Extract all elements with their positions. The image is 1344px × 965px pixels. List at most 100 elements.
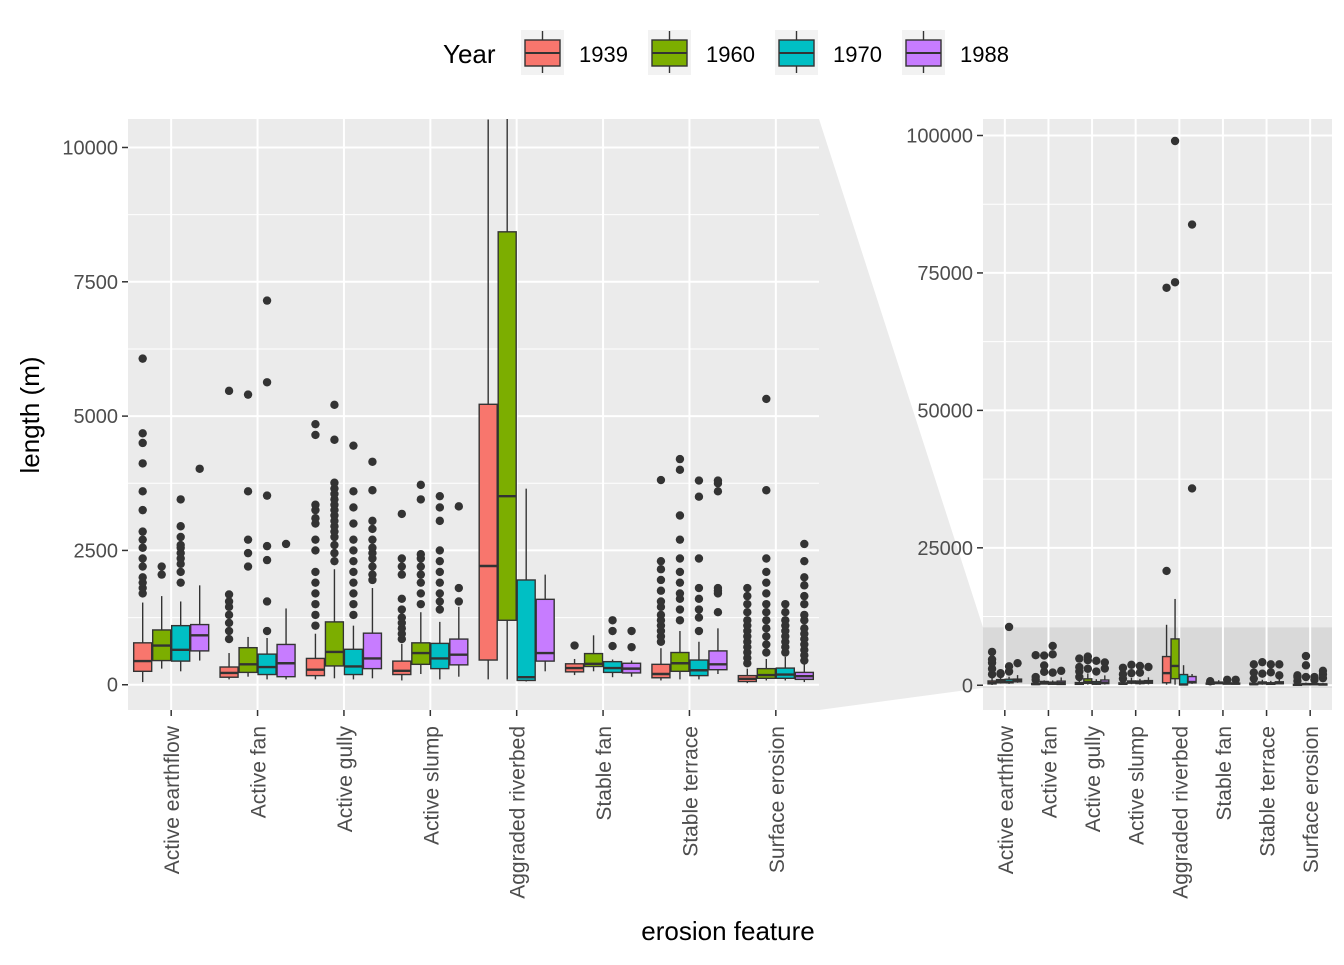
box-outlier-point <box>243 535 253 544</box>
legend-item-1939: 1939 <box>521 30 628 75</box>
full-box-surface-erosion-1960 <box>1301 651 1311 686</box>
box-iqr <box>132 642 153 673</box>
y-axis-title: length (m) <box>15 356 45 473</box>
box-outlier-point <box>311 578 320 587</box>
box-outlier-point <box>675 567 685 577</box>
box-outlier-point <box>1004 622 1014 632</box>
box-iqr <box>362 632 383 670</box>
box-outlier-point <box>1083 664 1093 673</box>
box-outlier-point <box>138 438 147 448</box>
box-outlier-point <box>454 597 464 606</box>
box-outlier-point <box>454 583 464 593</box>
box-outlier-point <box>435 503 445 512</box>
box-outlier-point <box>397 613 407 622</box>
full-y-tick-label: 100000 <box>906 125 973 147</box>
box-outlier-point <box>1075 654 1084 663</box>
box-outlier-point <box>675 578 685 587</box>
box-outlier-point <box>762 632 771 641</box>
box-outlier-point <box>157 562 166 571</box>
zoomed-box-stable-fan-1970 <box>602 616 623 678</box>
box-outlier-point <box>1187 484 1197 493</box>
box-outlier-point <box>656 610 666 620</box>
box-outlier-point <box>368 486 377 495</box>
box-outlier-point <box>1048 668 1057 677</box>
zoomed-box-surface-erosion-1939 <box>737 583 758 684</box>
box-outlier-point <box>656 575 666 585</box>
full-box-stable-terrace-1988 <box>1274 660 1285 685</box>
box-outlier-point <box>349 503 358 512</box>
zoomed-box-stable-fan-1960 <box>583 635 604 672</box>
box-iqr <box>1178 673 1189 686</box>
legend: Year 1939 1960 1970 1988 <box>443 30 1009 75</box>
box-outlier-point <box>713 476 723 485</box>
box-outlier-point <box>416 562 426 571</box>
box-iqr <box>257 653 277 676</box>
zoomed-y-tick-label: 2500 <box>74 540 119 562</box>
full-box-active-slump-1988 <box>1143 662 1154 685</box>
box-outlier-point <box>1293 671 1302 680</box>
zoomed-box-active-gully-1970 <box>343 441 364 680</box>
box-outlier-point <box>224 590 234 599</box>
box-outlier-point <box>262 296 272 305</box>
box-outlier-point <box>1301 661 1311 670</box>
box-outlier-point <box>349 535 358 544</box>
box-outlier-point <box>1056 666 1066 676</box>
box-outlier-point <box>800 624 809 633</box>
box-outlier-point <box>330 435 339 444</box>
legend-label-1939: 1939 <box>579 42 628 67</box>
box-iqr <box>449 638 469 666</box>
box-outlier-point <box>311 610 320 620</box>
box-outlier-point <box>176 532 185 542</box>
box-outlier-point <box>694 492 704 501</box>
box-outlier-point <box>694 476 704 485</box>
zoomed-box-active-gully-1939 <box>305 419 326 680</box>
box-outlier-point <box>138 527 147 536</box>
zoomed-box-active-fan-1939 <box>219 386 239 680</box>
box-outlier-point <box>397 570 407 579</box>
full-box-active-fan-1939 <box>1030 650 1041 686</box>
box-outlier-point <box>349 441 358 450</box>
box-iqr <box>756 667 777 680</box>
zoomed-box-aggraded-riverbed-1970 <box>516 488 536 682</box>
box-outlier-point <box>157 570 166 579</box>
box-outlier-point <box>1170 136 1180 146</box>
box-outlier-point <box>800 556 809 566</box>
box-outlier-point <box>1258 669 1267 678</box>
box-outlier-point <box>1048 641 1057 651</box>
box-outlier-point <box>1310 672 1319 682</box>
full-y-tick-label: 25000 <box>917 538 973 560</box>
box-outlier-point <box>311 513 320 523</box>
zoomed-box-active-fan-1960 <box>238 390 258 677</box>
zoomed-category-label-stable-fan: Stable fan <box>593 726 616 821</box>
zoomed-category-label-surface-erosion: Surface erosion <box>766 726 789 873</box>
box-outlier-point <box>224 386 234 396</box>
box-outlier-point <box>311 500 320 509</box>
box-outlier-point <box>349 487 358 496</box>
box-outlier-point <box>1135 668 1145 677</box>
zoom-connector <box>819 119 983 710</box>
full-box-stable-fan-1970 <box>1222 675 1232 685</box>
full-box-stable-terrace-1970 <box>1266 660 1276 686</box>
box-outlier-point <box>743 599 752 609</box>
zoomed-box-active-slump-1988 <box>449 502 469 677</box>
box-outlier-point <box>800 573 809 582</box>
box-outlier-point <box>1249 668 1259 677</box>
full-y-tick-label: 50000 <box>917 400 973 422</box>
box-outlier-point <box>627 626 636 636</box>
zoomed-category-label-active-gully: Active gully <box>334 726 357 833</box>
zoomed-category-label-active-slump: Active slump <box>420 726 443 845</box>
zoomed-box-active-gully-1960 <box>324 400 345 679</box>
legend-label-1988: 1988 <box>960 42 1009 67</box>
zoomed-y-tick-label: 10000 <box>62 137 118 159</box>
box-outlier-point <box>1031 650 1040 660</box>
box-outlier-point <box>675 454 685 464</box>
zoomed-box-active-fan-1970 <box>257 296 277 680</box>
box-outlier-point <box>762 648 771 657</box>
legend-label-1960: 1960 <box>706 42 755 67</box>
box-outlier-point <box>1266 668 1276 677</box>
box-outlier-point <box>694 583 704 593</box>
full-box-active-earthflow-1939 <box>987 647 997 685</box>
box-iqr <box>689 659 709 677</box>
box-outlier-point <box>781 599 790 609</box>
box-outlier-point <box>1301 672 1311 682</box>
